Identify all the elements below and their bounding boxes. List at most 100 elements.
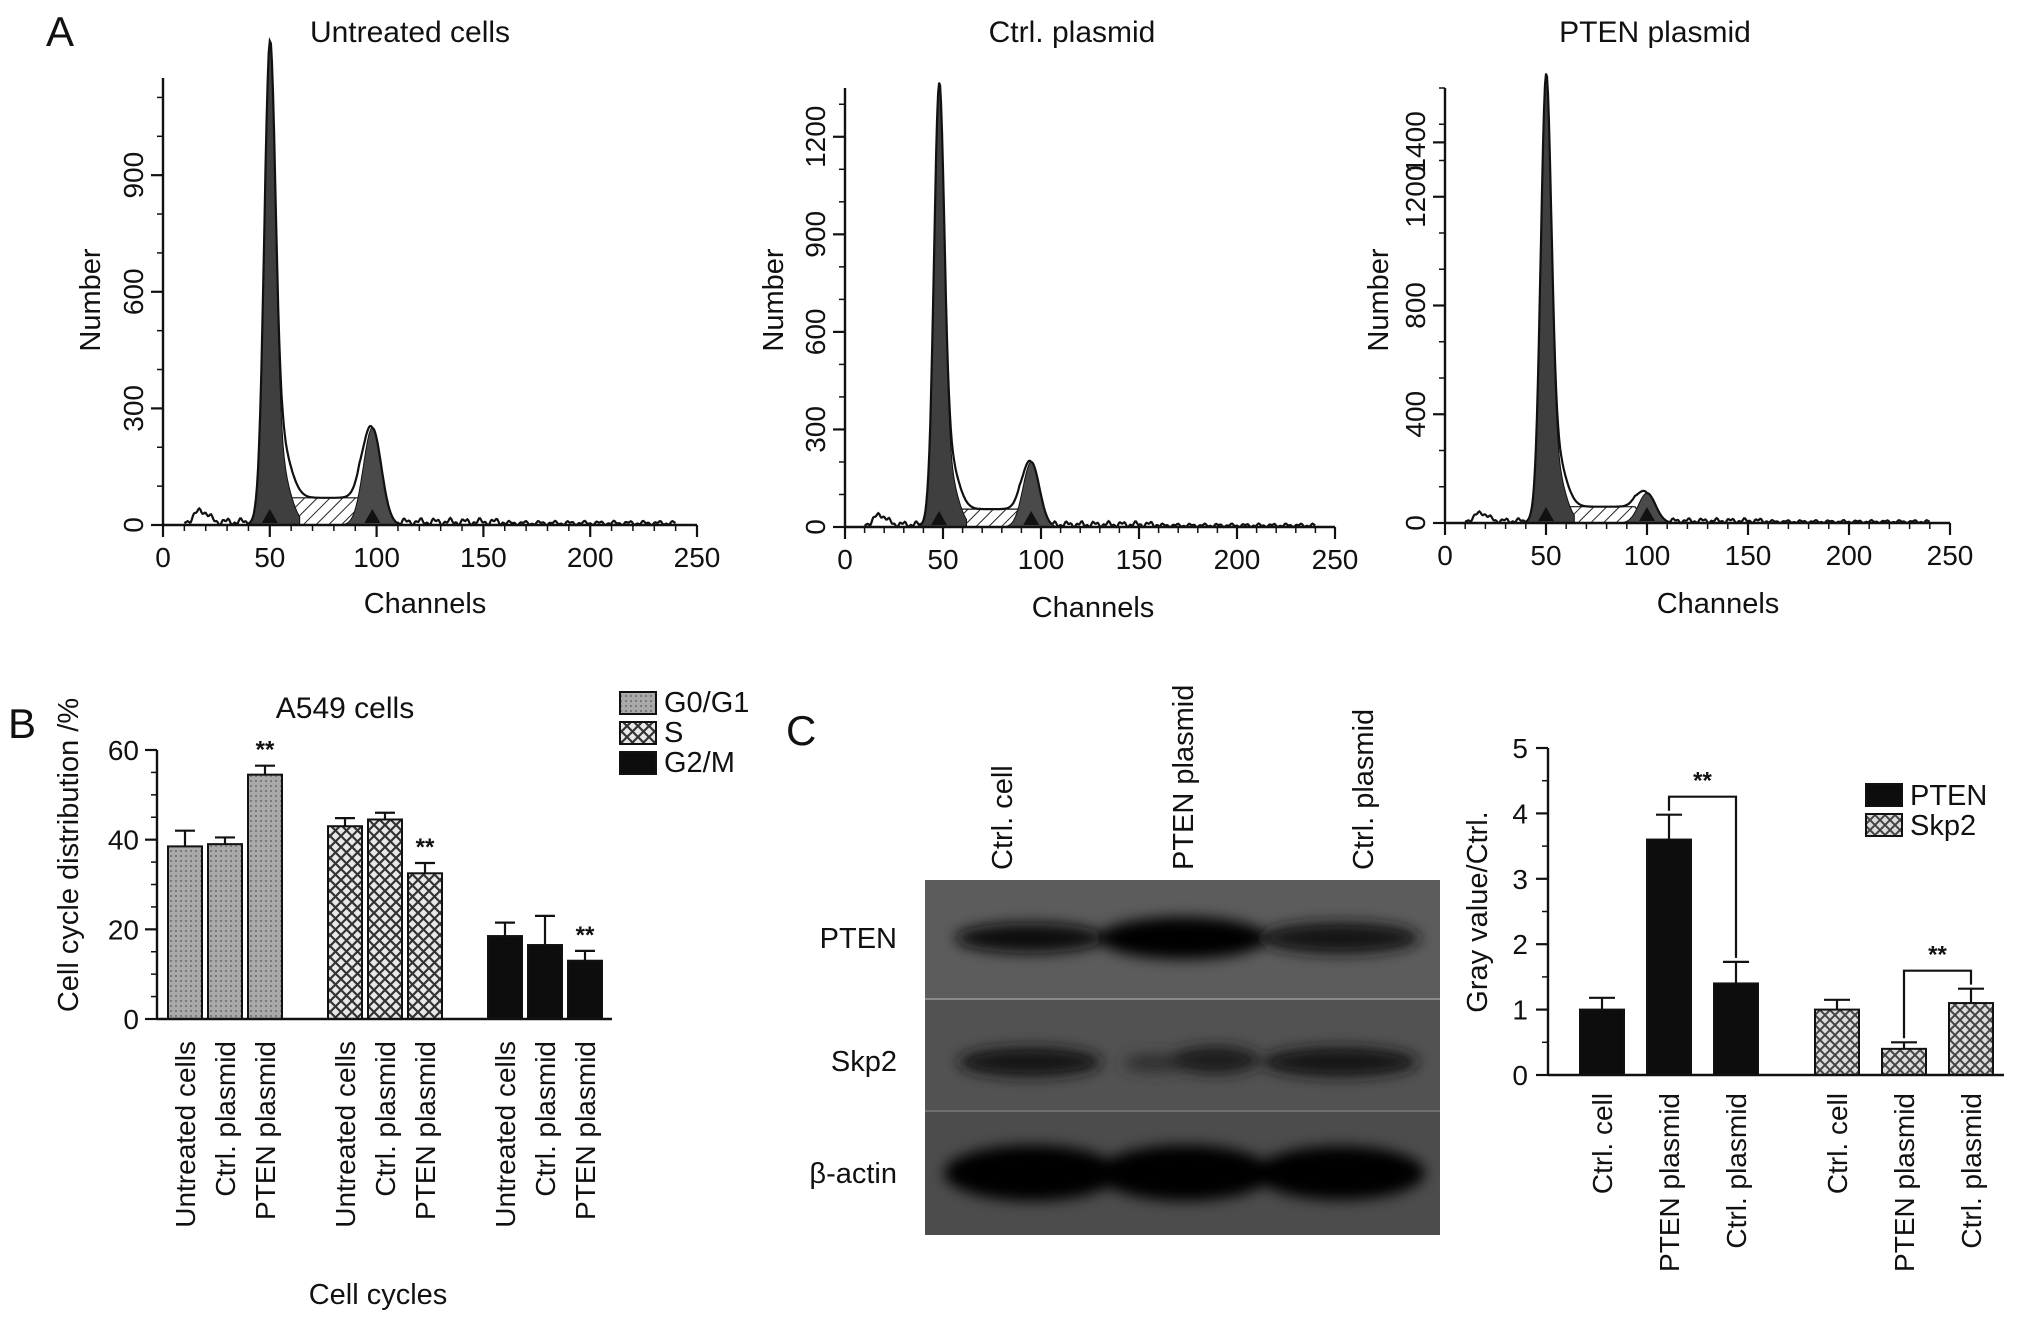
x-tick-label: Ctrl. cell: [1587, 1093, 1618, 1194]
x-tick-label: PTEN plasmid: [410, 1041, 441, 1220]
y-tick-label: 0: [1512, 1060, 1528, 1091]
g1-peak-fill: [239, 40, 301, 526]
western-blot: Ctrl. cell PTEN plasmid Ctrl. plasmid PT…: [809, 685, 1440, 1235]
histogram-ctrl-plasmid-x-label: Channels: [1032, 592, 1155, 624]
blot-lane-label: Ctrl. plasmid: [1348, 709, 1380, 870]
histogram-pten-plasmid-markers: [1538, 507, 1655, 521]
histogram-pten-plasmid-x-ticks: 0 50 100 150 200 250: [1437, 523, 1973, 571]
histogram-pten-plasmid-x-label: Channels: [1657, 588, 1780, 620]
x-tick-label: Untreated cells: [330, 1041, 361, 1228]
band-skp2-pten-plasmid: [1170, 1046, 1260, 1074]
y-tick-label: 600: [118, 268, 149, 315]
peak-marker-triangle: [1538, 507, 1554, 521]
histogram-untreated-x-label: Channels: [364, 588, 487, 620]
x-tick-label: 200: [1826, 540, 1873, 571]
significance-bracket: [1667, 795, 1738, 958]
x-tick-label: Ctrl. plasmid: [210, 1041, 241, 1197]
band-pten-ctrl-cell: [955, 923, 1105, 953]
x-tick-label: 100: [1018, 544, 1065, 575]
x-tick-label: PTEN plasmid: [570, 1041, 601, 1220]
cell-cycle-bars: ** ** **: [167, 737, 603, 1021]
band-actin-ctrl-plasmid: [1255, 1146, 1425, 1200]
gray-value-y-label: Gray value/Ctrl.: [1462, 811, 1494, 1012]
histogram-pten-plasmid-title: PTEN plasmid: [1559, 16, 1751, 49]
legend-label: S: [664, 717, 683, 749]
blot-bands: [944, 917, 1425, 1201]
histogram-pten-plasmid-fills: [1517, 72, 1676, 524]
histogram-ctrl-plasmid: Ctrl. plasmid 0 50 100 150 200 250 0 300 600 900…: [758, 16, 1358, 624]
x-tick-label: Untreated cells: [170, 1041, 201, 1228]
histogram-ctrl-plasmid-title: Ctrl. plasmid: [989, 16, 1156, 49]
peak-marker-triangle: [1023, 511, 1040, 525]
x-tick-label: 250: [1312, 544, 1359, 575]
blot-row-label: β-actin: [809, 1158, 897, 1190]
band-actin-pten-plasmid: [1097, 1145, 1273, 1201]
x-tick-label: 100: [1624, 540, 1671, 571]
x-tick-label: 250: [674, 542, 721, 573]
blot-lane-label: PTEN plasmid: [1168, 685, 1200, 870]
y-tick-label: 0: [800, 519, 831, 535]
significance-label: **: [1693, 768, 1712, 795]
x-tick-label: PTEN plasmid: [250, 1041, 281, 1220]
y-tick-label: 60: [108, 735, 139, 766]
y-tick-label: 300: [118, 385, 149, 432]
bar-s-1: [367, 818, 403, 1020]
band-skp2-ctrl-plasmid: [1262, 1047, 1418, 1077]
y-tick-label: 40: [108, 825, 139, 856]
legend-swatch: [1865, 783, 1903, 807]
x-tick-label: 0: [1437, 540, 1453, 571]
y-tick-label: 900: [800, 211, 831, 258]
bar-g2-m-0: [487, 935, 523, 1021]
cell-cycle-y-ticks: 0 20 40 60: [108, 735, 157, 1035]
x-tick-label: Ctrl. plasmid: [370, 1041, 401, 1197]
legend-label: G0/G1: [664, 687, 749, 719]
histogram-untreated-markers: [261, 509, 381, 523]
legend-swatch: [619, 691, 657, 715]
bar-g2-m-2: [567, 959, 603, 1021]
peak-marker-triangle: [364, 509, 381, 523]
legend-swatch: [619, 721, 657, 745]
histogram-untreated-y-label: Number: [75, 248, 107, 351]
y-tick-label: 20: [108, 914, 139, 945]
y-tick-label: 0: [1400, 515, 1431, 531]
histogram-untreated: Untreated cells 0 50 100 150 200 250 0 300 600 9…: [75, 16, 720, 620]
x-tick-label: 100: [353, 542, 400, 573]
cell-cycle-chart-title: A549 cells: [276, 692, 414, 725]
y-tick-label: 0: [123, 1004, 139, 1035]
y-tick-label: 400: [1400, 391, 1431, 438]
histogram-pten-plasmid-outline: [1464, 73, 1931, 525]
band-pten-pten-plasmid: [1098, 917, 1268, 959]
g1-peak-fill: [1517, 72, 1575, 524]
band-pten-ctrl-plasmid: [1260, 922, 1420, 954]
cell-cycle-bar-chart: A549 cells ** ** ** 0 20 40 60 Untreated cell…: [53, 687, 749, 1311]
bar-s-0: [327, 825, 363, 1021]
band-actin-ctrl-cell: [944, 1145, 1120, 1201]
y-tick-label: 600: [800, 309, 831, 356]
histogram-untreated-title: Untreated cells: [310, 16, 510, 49]
panel-label-b: B: [8, 700, 36, 747]
x-tick-label: Ctrl. cell: [1822, 1093, 1853, 1194]
significance-label: **: [576, 922, 595, 949]
histogram-untreated-y-ticks: 0 300 600 900: [118, 96, 163, 533]
significance-label: **: [1928, 942, 1947, 969]
bar-pten-0: [1579, 1008, 1625, 1076]
y-tick-label: 1: [1512, 995, 1528, 1026]
x-tick-label: Ctrl. plasmid: [1721, 1093, 1752, 1249]
x-tick-label: 50: [254, 542, 285, 573]
cell-cycle-y-label: Cell cycle distribution /%: [53, 698, 85, 1012]
x-tick-label: 0: [155, 542, 171, 573]
significance-label: **: [416, 834, 435, 861]
x-tick-label: PTEN plasmid: [1654, 1093, 1685, 1272]
x-tick-label: 50: [1530, 540, 1561, 571]
bar-skp2-0: [1814, 1008, 1860, 1076]
y-tick-label: 900: [118, 152, 149, 199]
x-tick-label: PTEN plasmid: [1889, 1093, 1920, 1272]
x-tick-label: 150: [1725, 540, 1772, 571]
x-tick-label: 150: [460, 542, 507, 573]
x-tick-label: Ctrl. plasmid: [530, 1041, 561, 1197]
panel-label-a: A: [46, 8, 74, 55]
blot-row-label: Skp2: [831, 1046, 897, 1078]
legend-label: G2/M: [664, 747, 735, 779]
